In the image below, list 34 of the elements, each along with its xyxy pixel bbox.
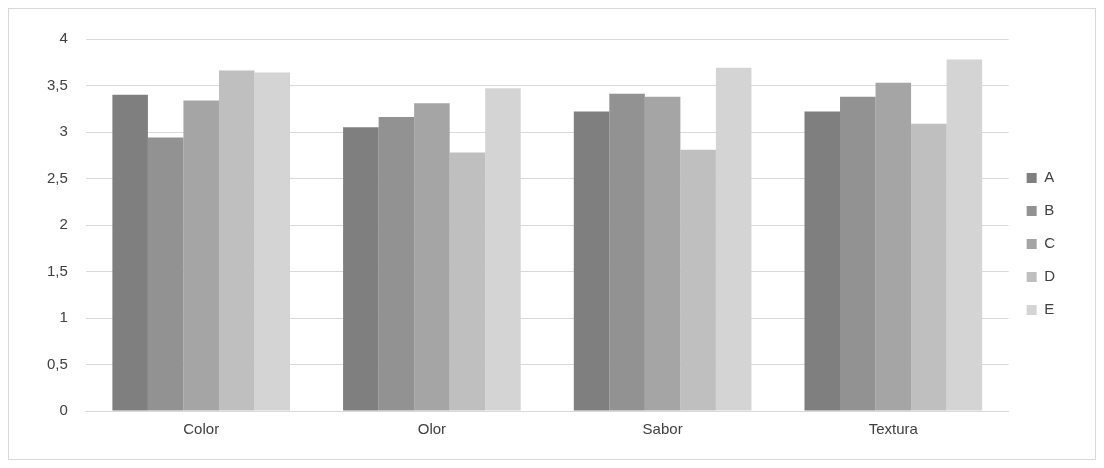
bar (875, 82, 912, 411)
bar (573, 111, 610, 411)
bar (183, 100, 219, 411)
legend-label: C (1044, 234, 1056, 252)
bar (147, 137, 184, 411)
legend-label: D (1044, 267, 1056, 285)
y-tick-label: 1,5 (46, 261, 68, 279)
y-tick-label: 3 (59, 122, 68, 140)
bar (609, 93, 645, 411)
bar (343, 127, 379, 411)
x-tick-label: Textura (868, 420, 919, 438)
bar (218, 70, 255, 411)
bar (680, 149, 716, 411)
x-tick-label: Olor (417, 420, 447, 438)
bar (911, 123, 947, 411)
legend-label: B (1044, 201, 1055, 219)
y-tick-label: 0 (59, 401, 68, 419)
y-tick-label: 1 (59, 308, 68, 326)
y-tick-label: 2,5 (46, 168, 68, 186)
y-tick-label: 0,5 (46, 354, 68, 372)
y-tick-label: 4 (59, 29, 68, 47)
bar (112, 94, 148, 411)
legend-label: A (1044, 168, 1055, 186)
bar (414, 103, 450, 411)
x-tick-label: Sabor (642, 420, 683, 438)
legend-label: E (1044, 300, 1055, 318)
y-tick-label: 2 (59, 215, 68, 233)
bar (840, 96, 876, 411)
y-tick-label: 3,5 (46, 75, 68, 93)
bar (644, 96, 681, 411)
bar (804, 111, 841, 411)
bar (378, 117, 415, 411)
bar (449, 152, 486, 411)
x-tick-label: Color (183, 420, 220, 438)
